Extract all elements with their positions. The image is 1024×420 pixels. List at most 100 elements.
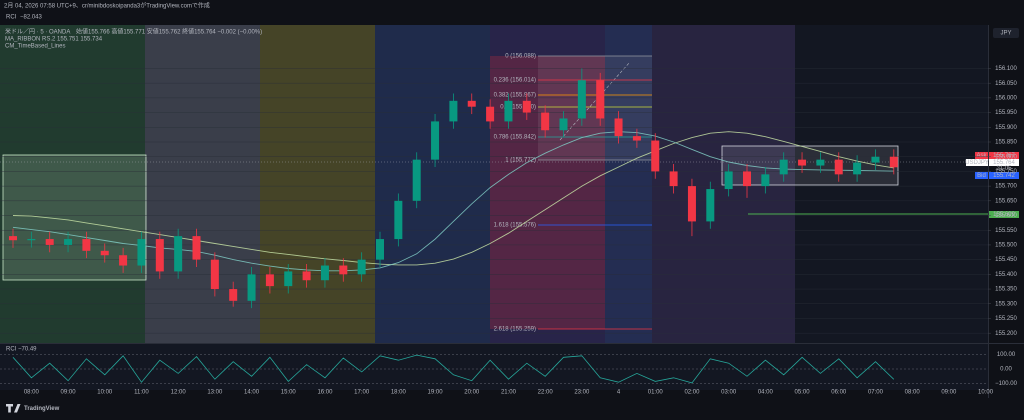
- candle-body: [559, 118, 568, 131]
- y-tick-label: 0.00: [1000, 367, 1012, 373]
- y-tick-label: 155.400: [995, 272, 1017, 278]
- candle-body: [779, 159, 788, 175]
- bid-box: [989, 172, 1019, 179]
- ask-tag: [975, 152, 988, 159]
- candle-body: [100, 250, 109, 256]
- candle-body: [743, 171, 751, 187]
- currency-badge[interactable]: [993, 28, 1019, 38]
- zone: [145, 25, 260, 343]
- x-tick-label: 18:00: [391, 390, 407, 396]
- fib-label: 0 (156.088): [505, 54, 536, 60]
- countdown: 21:05: [996, 166, 1012, 172]
- candle-body: [724, 171, 733, 190]
- candle-body: [798, 159, 807, 166]
- x-tick-label: 09:00: [941, 390, 957, 396]
- y-tick-label: 155.300: [995, 301, 1017, 307]
- x-tick-label: 16:00: [317, 390, 333, 396]
- fib-label: 0.786 (155.842): [494, 135, 536, 141]
- zone: [375, 25, 490, 343]
- y-tick-label: 155.650: [995, 198, 1017, 204]
- last-box: [989, 159, 1019, 166]
- y-tick-label: 156.050: [995, 81, 1017, 87]
- candle-body: [229, 289, 238, 301]
- candle-body: [412, 159, 421, 201]
- indicator-name: RCI: [6, 15, 17, 21]
- fib-zone: [538, 56, 652, 160]
- x-tick-label: 4: [617, 390, 621, 396]
- x-tick-label: 02:00: [684, 390, 700, 396]
- x-tick-label: 04:00: [758, 390, 774, 396]
- y-tick-label: 155.750: [995, 169, 1017, 175]
- candle-body: [449, 100, 458, 122]
- y-tick-label: 155.800: [995, 154, 1017, 160]
- candle-body: [247, 274, 256, 301]
- fib-label: 0.236 (156.014): [494, 78, 536, 84]
- candle-body: [431, 121, 440, 160]
- bid-price: 155.742: [993, 173, 1015, 179]
- logo-mark: [6, 404, 21, 413]
- x-tick-label: 07:00: [868, 390, 884, 396]
- range-box: [721, 145, 899, 186]
- candle-body: [486, 106, 495, 122]
- x-tick-label: 21:00: [501, 390, 517, 396]
- fib-label: 2.618 (155.259): [494, 327, 536, 333]
- ohlc-legend: 始値155.766 高値155.771 安値155.762 終値155.764 …: [76, 28, 262, 36]
- candle-body: [137, 239, 146, 266]
- candle-body: [669, 171, 678, 187]
- candle-body: [119, 255, 128, 266]
- candle-body: [522, 100, 531, 113]
- candle-body: [889, 156, 898, 168]
- y-tick-label: 155.250: [995, 316, 1017, 322]
- level-price: 155.609: [993, 212, 1015, 218]
- candle-body: [596, 80, 605, 119]
- x-tick-label: 03:00: [721, 390, 737, 396]
- y-tick-label: 156.100: [995, 66, 1017, 72]
- candle-body: [687, 186, 696, 222]
- footer: [0, 398, 1024, 420]
- candle-body: [284, 271, 293, 287]
- x-tick-label: 12:00: [171, 390, 187, 396]
- indicator-value: −82.043: [20, 15, 43, 21]
- x-tick-label: 17:00: [354, 390, 370, 396]
- x-tick-label: 23:00: [574, 390, 590, 396]
- candle-body: [174, 236, 183, 272]
- caption: 2月 04, 2026 07:58 UTC+9、cr/minibdoskoipa…: [4, 2, 210, 10]
- y-tick-label: 155.350: [995, 287, 1017, 293]
- y-tick-label: 155.500: [995, 243, 1017, 249]
- candle-body: [834, 159, 843, 175]
- ask-price: 155.767: [993, 153, 1015, 159]
- y-tick-label: 155.950: [995, 110, 1017, 116]
- rci-title: RCI: [6, 347, 17, 353]
- candle-body: [376, 239, 384, 260]
- zone: [260, 25, 375, 343]
- candle-body: [577, 80, 586, 119]
- ask-label: Ask: [976, 153, 987, 159]
- candle-body: [357, 259, 366, 275]
- y-tick-label: 156.000: [995, 95, 1017, 101]
- candle-body: [155, 239, 164, 272]
- candle-body: [816, 159, 825, 166]
- currency-label: JPY: [1000, 31, 1011, 37]
- y-tick-label: 155.850: [995, 140, 1017, 146]
- y-tick-label: −100.00: [995, 381, 1018, 387]
- y-tick-label: 155.900: [995, 125, 1017, 131]
- level-box: [989, 211, 1019, 218]
- logo-text: TradingView: [24, 406, 60, 412]
- x-tick-label: 20:00: [464, 390, 480, 396]
- y-tick-label: 155.700: [995, 184, 1017, 190]
- x-tick-label: 22:00: [538, 390, 554, 396]
- lines-legend: CM_TimeBased_Lines: [5, 44, 65, 50]
- candle-body: [706, 189, 715, 222]
- rci-line: [12, 354, 895, 384]
- candle-body: [210, 259, 219, 290]
- fib-label: 0.382 (155.967): [494, 93, 536, 99]
- y-tick-label: 155.450: [995, 257, 1017, 263]
- candle-body: [541, 112, 550, 131]
- symbol-legend: 米ドル／円 · 5 · OANDA: [5, 28, 70, 36]
- candle-body: [632, 136, 641, 141]
- x-tick-label: 05:00: [795, 390, 811, 396]
- last-price: 155.764: [993, 160, 1015, 166]
- candle-body: [265, 274, 274, 287]
- candle-body: [871, 156, 880, 163]
